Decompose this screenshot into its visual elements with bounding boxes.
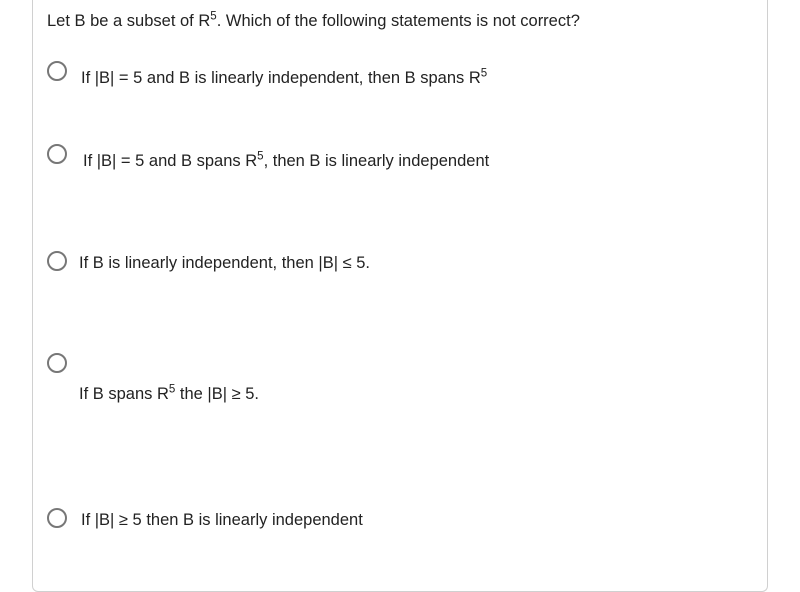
question-prefix: Let B be a subset of R — [47, 12, 210, 30]
option-4-text: If B spans R5 the |B| ≥ 5. — [79, 383, 259, 406]
option-2-p1: If |B| = 5 and B spans R — [83, 152, 257, 170]
option-3[interactable]: If B is linearly independent, then |B| ≤… — [47, 251, 753, 275]
option-3-text: If B is linearly independent, then |B| ≤… — [79, 252, 370, 275]
question-card: Let B be a subset of R 5 . Which of the fo… — [32, 0, 768, 592]
option-5-p1: If |B| ≥ 5 then B is linearly independen… — [81, 511, 363, 529]
option-5-text: If |B| ≥ 5 then B is linearly independen… — [81, 509, 363, 532]
option-2-p2: , then B is linearly independent — [264, 152, 490, 170]
radio-icon[interactable] — [47, 353, 67, 373]
radio-icon[interactable] — [47, 144, 67, 164]
radio-icon[interactable] — [47, 61, 67, 81]
option-3-p1: If B is linearly independent, then |B| ≤… — [79, 254, 370, 272]
option-1-p1: If |B| = 5 and B is linearly independent… — [81, 69, 481, 87]
option-1-s1: 5 — [481, 68, 487, 80]
question-suffix: . Which of the following statements is n… — [217, 12, 580, 30]
option-2-text: If |B| = 5 and B spans R5, then B is lin… — [83, 150, 489, 173]
radio-icon[interactable] — [47, 251, 67, 271]
option-1-text: If |B| = 5 and B is linearly independent… — [81, 67, 487, 90]
option-1[interactable]: If |B| = 5 and B is linearly independent… — [47, 61, 753, 90]
option-4-p1: If B spans R — [79, 385, 169, 403]
question-text: Let B be a subset of R5. Which of the fo… — [47, 10, 753, 33]
option-4[interactable]: If B spans R5 the |B| ≥ 5. — [47, 353, 753, 406]
option-2[interactable]: If |B| = 5 and B spans R5, then B is lin… — [47, 146, 753, 173]
option-5[interactable]: If |B| ≥ 5 then B is linearly independen… — [47, 508, 753, 532]
radio-icon[interactable] — [47, 508, 67, 528]
option-4-p2: the |B| ≥ 5. — [175, 385, 259, 403]
